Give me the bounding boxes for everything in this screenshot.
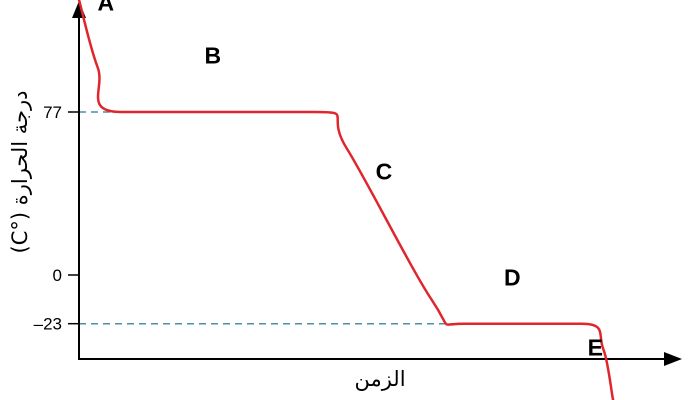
- x-axis-arrowhead: [664, 352, 682, 366]
- reference-lines: [79, 111, 465, 325]
- y-ticks: 77 0 –23: [34, 103, 79, 334]
- segment-label-a: A: [97, 0, 114, 15]
- y-tick-label-0: 77: [43, 103, 62, 122]
- segment-label-b: B: [204, 42, 221, 68]
- x-axis-title: الزمن: [354, 367, 405, 391]
- series-curve: [77, 0, 615, 400]
- segment-label-e: E: [588, 334, 603, 360]
- segment-label-c: C: [376, 159, 393, 185]
- segment-label-d: D: [504, 265, 521, 291]
- y-tick-label-1: 0: [53, 266, 62, 285]
- y-axis-title: درجة الحرارة (°C): [8, 90, 32, 253]
- y-tick-label-2: –23: [34, 315, 62, 334]
- segment-labels: A B C D E: [97, 0, 603, 360]
